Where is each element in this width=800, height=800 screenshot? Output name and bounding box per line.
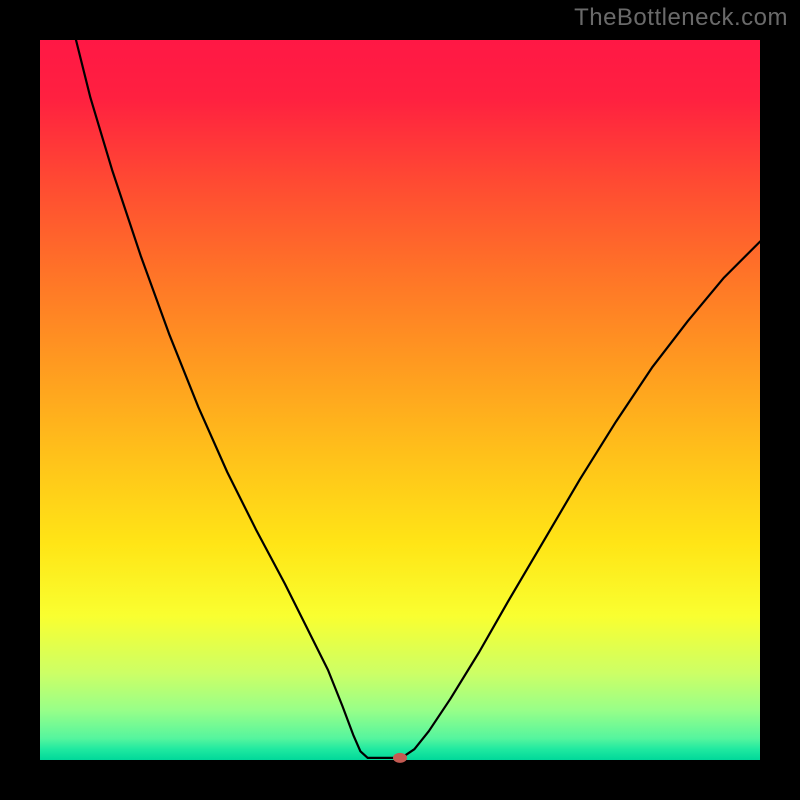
bottleneck-chart: [0, 0, 800, 800]
optimal-point-marker: [393, 753, 407, 763]
watermark-text: TheBottleneck.com: [574, 4, 788, 32]
chart-heat-background: [40, 40, 760, 760]
